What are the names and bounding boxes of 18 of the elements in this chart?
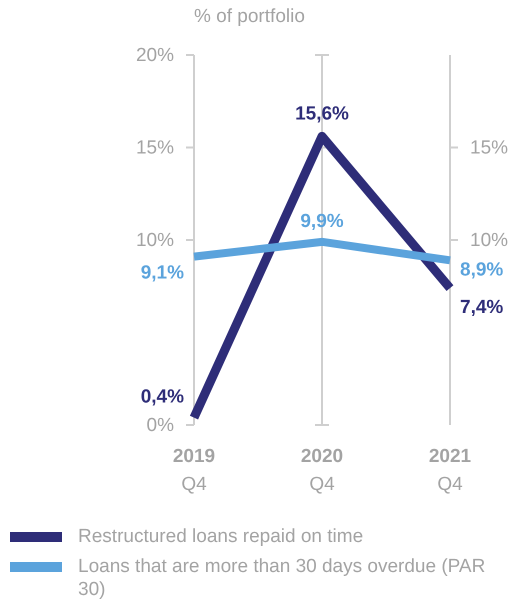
y2-tick-label: 10% (470, 230, 508, 252)
y-tick-label: 0% (146, 415, 174, 436)
y-tick-label: 10% (136, 230, 174, 252)
x-tick-label: 2019 Q4 (172, 446, 216, 495)
data-label: 7,4% (460, 297, 504, 318)
data-label: 9,1% (140, 262, 184, 284)
data-label: 15,6% (295, 103, 350, 124)
y-tick-label: 20% (136, 45, 174, 66)
data-label: 9,9% (300, 210, 344, 232)
x-tick-label: 2021 Q4 (428, 446, 472, 495)
data-label: 8,9% (460, 259, 504, 280)
y-axis-title: % of portfolio (194, 6, 305, 27)
data-label: 0,4% (140, 386, 184, 408)
legend-label: Restructured loans repaid on time (78, 526, 364, 548)
x-tick-label: 2020 Q4 (300, 446, 344, 495)
y2-tick-label: 15% (470, 138, 508, 159)
y-tick-label: 15% (136, 138, 174, 159)
legend-label: Loans that are more than 30 days overdue (PAR 30) (78, 556, 486, 599)
